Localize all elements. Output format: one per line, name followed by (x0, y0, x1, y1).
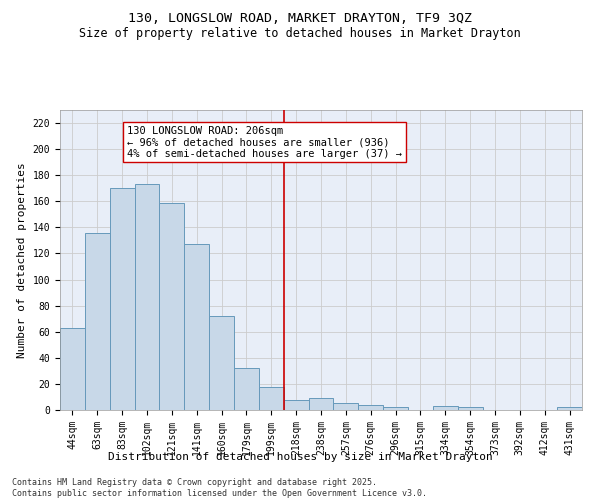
Y-axis label: Number of detached properties: Number of detached properties (17, 162, 27, 358)
Bar (308, 398, 334, 410)
Bar (234, 368, 259, 410)
Bar (60, 328, 85, 410)
Bar (134, 184, 160, 410)
Bar (184, 244, 209, 410)
Bar (458, 408, 482, 410)
Bar (110, 188, 134, 410)
Bar (334, 404, 358, 410)
Bar (85, 232, 110, 410)
Bar (284, 400, 308, 410)
Bar (383, 408, 408, 410)
Text: Size of property relative to detached houses in Market Drayton: Size of property relative to detached ho… (79, 28, 521, 40)
Bar (209, 316, 234, 410)
Text: Contains HM Land Registry data © Crown copyright and database right 2025.
Contai: Contains HM Land Registry data © Crown c… (12, 478, 427, 498)
Bar (259, 386, 284, 410)
Text: Distribution of detached houses by size in Market Drayton: Distribution of detached houses by size … (107, 452, 493, 462)
Bar (160, 202, 184, 410)
Text: 130, LONGSLOW ROAD, MARKET DRAYTON, TF9 3QZ: 130, LONGSLOW ROAD, MARKET DRAYTON, TF9 … (128, 12, 472, 26)
Bar (358, 405, 383, 410)
Text: 130 LONGSLOW ROAD: 206sqm
← 96% of detached houses are smaller (936)
4% of semi-: 130 LONGSLOW ROAD: 206sqm ← 96% of detac… (127, 126, 402, 159)
Bar (433, 406, 458, 410)
Bar (557, 408, 582, 410)
